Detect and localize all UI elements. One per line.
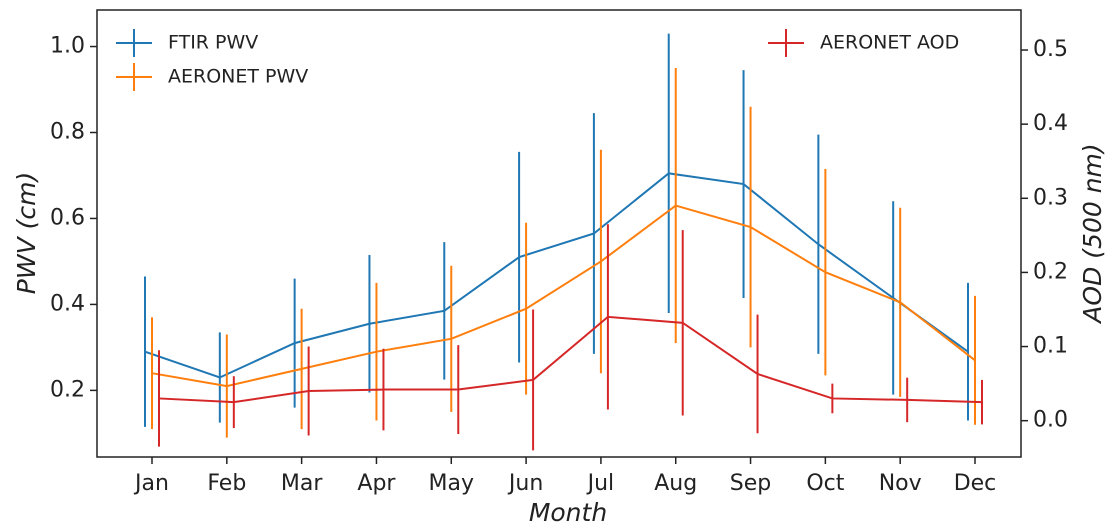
y2-tick-label: 0.0 [1033, 408, 1068, 433]
y-tick-label: 0.6 [50, 205, 85, 230]
plot-frame [96, 9, 1022, 458]
series-line [158, 315, 983, 404]
x-tick-label: Feb [207, 471, 246, 496]
legend-label: AERONET PWV [168, 66, 308, 88]
x-tick-label: Mar [281, 471, 323, 496]
y2-tick-label: 0.1 [1033, 334, 1068, 359]
x-axis-label: Month [529, 498, 607, 527]
y-tick-label: 0.2 [50, 377, 85, 402]
y2-tick-label: 0.2 [1033, 259, 1068, 284]
y-axis-label: PWV (cm) [12, 172, 41, 294]
x-tick-label: Dec [954, 471, 997, 496]
x-tick-label: Nov [879, 471, 922, 496]
x-tick-label: May [429, 471, 474, 496]
y-tick-label: 0.8 [50, 119, 85, 144]
y2-tick-label: 0.3 [1033, 185, 1068, 210]
x-tick-label: Jun [507, 471, 543, 496]
y-tick-label: 1.0 [50, 34, 85, 59]
y-tick-label: 0.4 [50, 291, 85, 316]
legend-label: FTIR PWV [168, 32, 258, 54]
series-line [144, 172, 969, 379]
y2-axis-label: AOD (500 nm) [1078, 143, 1107, 324]
x-tick-label: Apr [357, 471, 396, 496]
x-tick-label: Jul [586, 471, 615, 496]
x-tick-label: Oct [806, 471, 844, 496]
y2-tick-label: 0.4 [1033, 111, 1068, 136]
x-tick-label: Sep [730, 471, 771, 496]
y2-tick-label: 0.5 [1033, 37, 1068, 62]
legend-label: AERONET AOD [820, 32, 959, 54]
x-tick-label: Aug [654, 471, 697, 496]
series-line [151, 204, 976, 388]
x-tick-label: Jan [133, 471, 169, 496]
